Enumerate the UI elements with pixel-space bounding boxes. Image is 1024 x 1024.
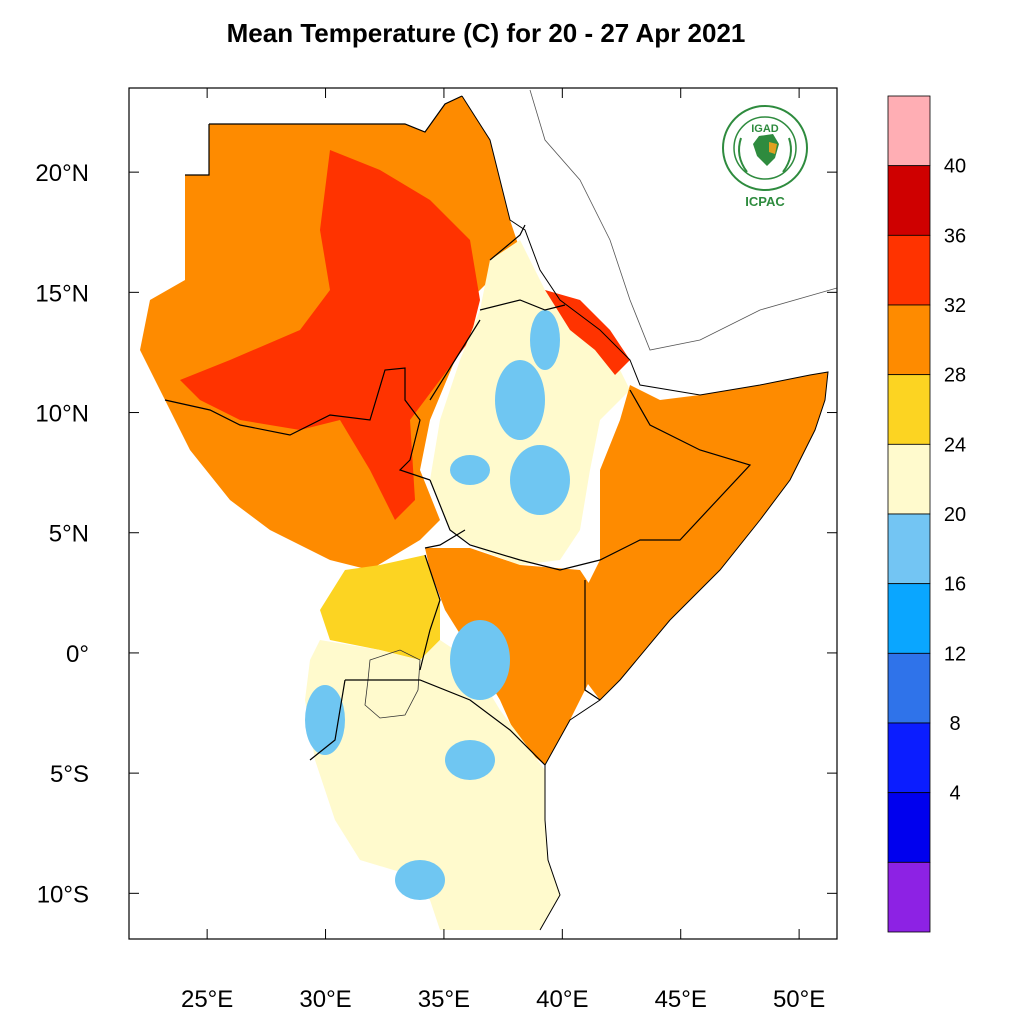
cool-spots xyxy=(305,310,570,900)
lon-tick-label: 25°E xyxy=(181,986,233,1013)
lon-tick-label: 50°E xyxy=(773,986,825,1013)
colorbar-swatch xyxy=(887,165,931,236)
lon-tick-label: 30°E xyxy=(299,986,351,1013)
lat-tick-label: 0° xyxy=(66,641,89,668)
colorbar-swatch xyxy=(887,304,931,376)
logo-region-highlight xyxy=(769,142,777,154)
lon-ticks: 25°E 30°E 35°E 40°E 45°E 50°E xyxy=(181,88,825,1013)
region-horn xyxy=(580,372,828,700)
logo-laurel-left xyxy=(738,137,748,173)
colorbar-label: 20 xyxy=(944,504,966,526)
igad-icpac-logo: IGAD ICPAC xyxy=(722,105,808,209)
colorbar-label: 4 xyxy=(949,783,960,805)
arabian-coast xyxy=(529,89,837,351)
chart-title: Mean Temperature (C) for 20 - 27 Apr 202… xyxy=(226,18,746,48)
colorbar-label: 40 xyxy=(944,156,966,178)
lake-victoria xyxy=(364,649,421,719)
colorbar-swatch xyxy=(887,95,931,167)
colorbar-swatch xyxy=(887,652,931,724)
cool-spot xyxy=(450,455,490,485)
lon-tick-label: 40°E xyxy=(536,986,588,1013)
lat-ticks: 20°N 15°N 10°N 5°N 0° 5°S 10°S xyxy=(35,160,837,908)
lon-tick-label: 45°E xyxy=(655,986,707,1013)
lat-tick-label: 5°S xyxy=(50,761,89,788)
colorbar-swatch xyxy=(887,374,931,445)
lon-tick-label: 35°E xyxy=(418,986,470,1013)
colorbar-label: 8 xyxy=(949,713,960,735)
region-tanzania xyxy=(305,640,560,930)
logo-laurel-right xyxy=(782,137,792,173)
colorbar-swatch xyxy=(887,443,931,515)
map-frame xyxy=(128,87,838,940)
logo-africa-map xyxy=(753,134,779,166)
cool-spot xyxy=(530,310,560,370)
logo-acronym: IGAD xyxy=(751,123,779,135)
map-panel: 25°E 30°E 35°E 40°E 45°E 50°E 20°N 15°N 10°N 5°N… xyxy=(35,87,838,1013)
colorbar-swatch xyxy=(887,513,931,585)
cool-spot xyxy=(445,740,495,780)
region-coast-hot xyxy=(545,290,630,375)
colorbar-swatch xyxy=(887,583,931,654)
colorbar-swatch xyxy=(887,234,931,306)
colorbar-label: 32 xyxy=(944,295,966,317)
logo-center-name: ICPAC xyxy=(745,194,785,209)
country-borders xyxy=(164,95,752,766)
colorbar-swatch xyxy=(887,861,931,933)
lat-tick-label: 10°S xyxy=(37,881,89,908)
colorbar-label: 16 xyxy=(944,574,966,596)
temperature-field xyxy=(140,89,837,931)
cool-spot xyxy=(395,860,445,900)
colorbar-label: 36 xyxy=(944,225,966,247)
colorbar-label: 28 xyxy=(944,365,966,387)
colorbar-swatch xyxy=(887,792,931,863)
region-kenya xyxy=(425,548,600,765)
cool-spot xyxy=(450,620,510,700)
colorbar-label: 12 xyxy=(944,643,966,665)
colorbar-label: 24 xyxy=(944,434,966,456)
cool-spot xyxy=(305,685,345,755)
cool-spot xyxy=(495,360,545,440)
colorbar-swatch xyxy=(887,722,931,794)
lat-tick-label: 5°N xyxy=(49,521,89,548)
lat-tick-label: 15°N xyxy=(35,280,89,307)
colorbar: 40 36 32 28 24 20 16 12 8 4 xyxy=(887,95,966,933)
lat-tick-label: 20°N xyxy=(35,160,89,187)
cool-spot xyxy=(510,445,570,515)
region-hot-core xyxy=(180,150,480,520)
coastline xyxy=(461,95,829,931)
lat-tick-label: 10°N xyxy=(35,401,89,428)
region-uganda xyxy=(320,555,440,660)
